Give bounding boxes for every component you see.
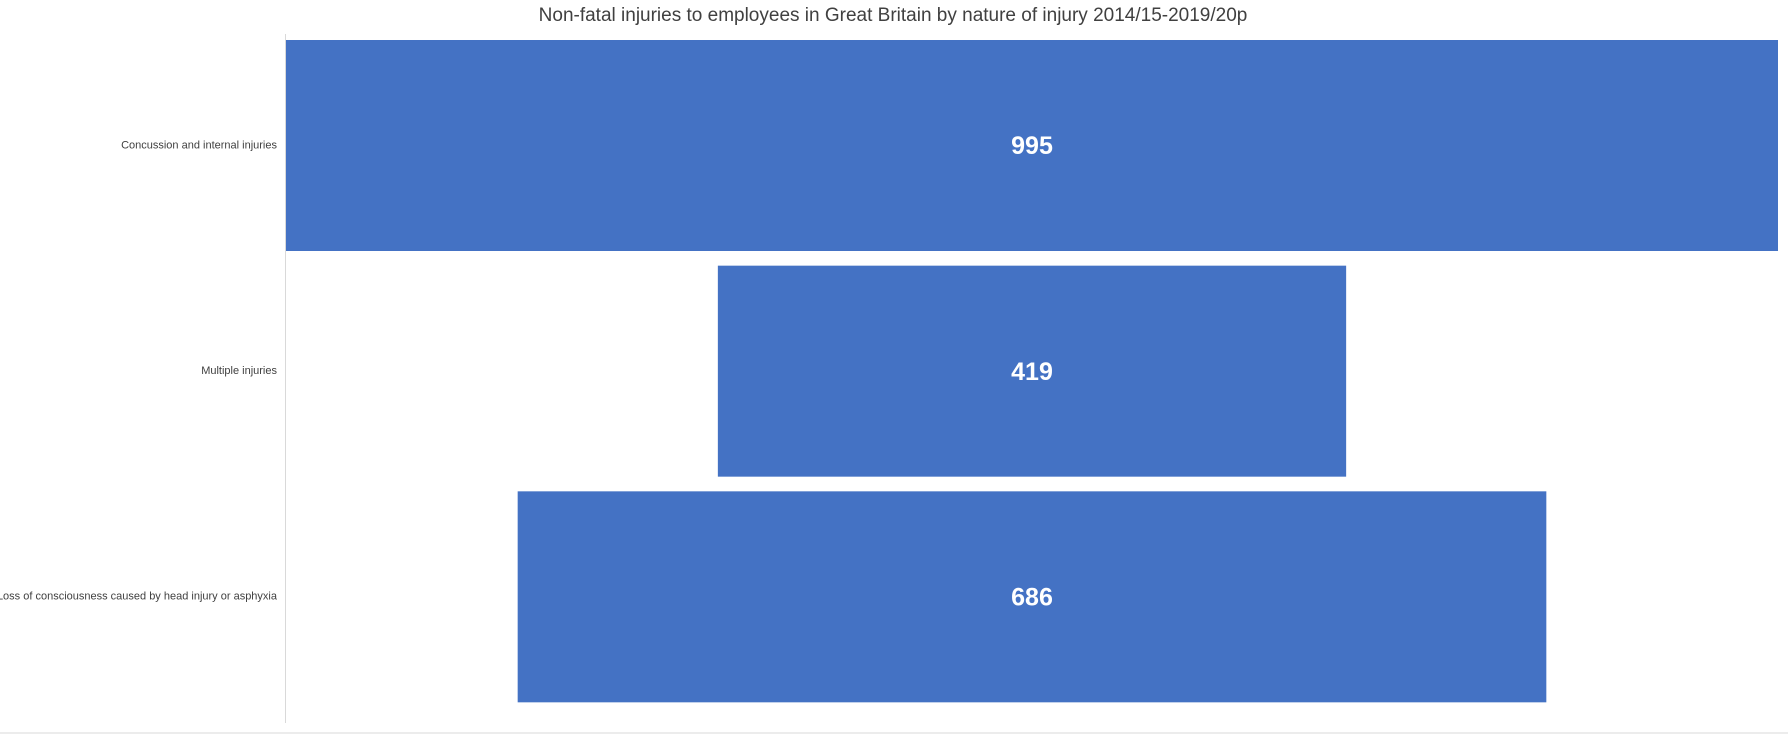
- funnel-bar: [517, 491, 1547, 703]
- funnel-bar: [286, 40, 1778, 251]
- category-label: Loss of consciousness caused by head inj…: [0, 591, 278, 603]
- funnel-bar: [717, 265, 1347, 477]
- data-label: 686: [1011, 583, 1053, 611]
- data-label: 995: [1011, 132, 1053, 160]
- data-label: 419: [1011, 358, 1053, 386]
- category-label: Multiple injuries: [201, 365, 277, 377]
- chart-title: Non-fatal injuries to employees in Great…: [539, 5, 1248, 26]
- category-label: Concussion and internal injuries: [121, 139, 277, 151]
